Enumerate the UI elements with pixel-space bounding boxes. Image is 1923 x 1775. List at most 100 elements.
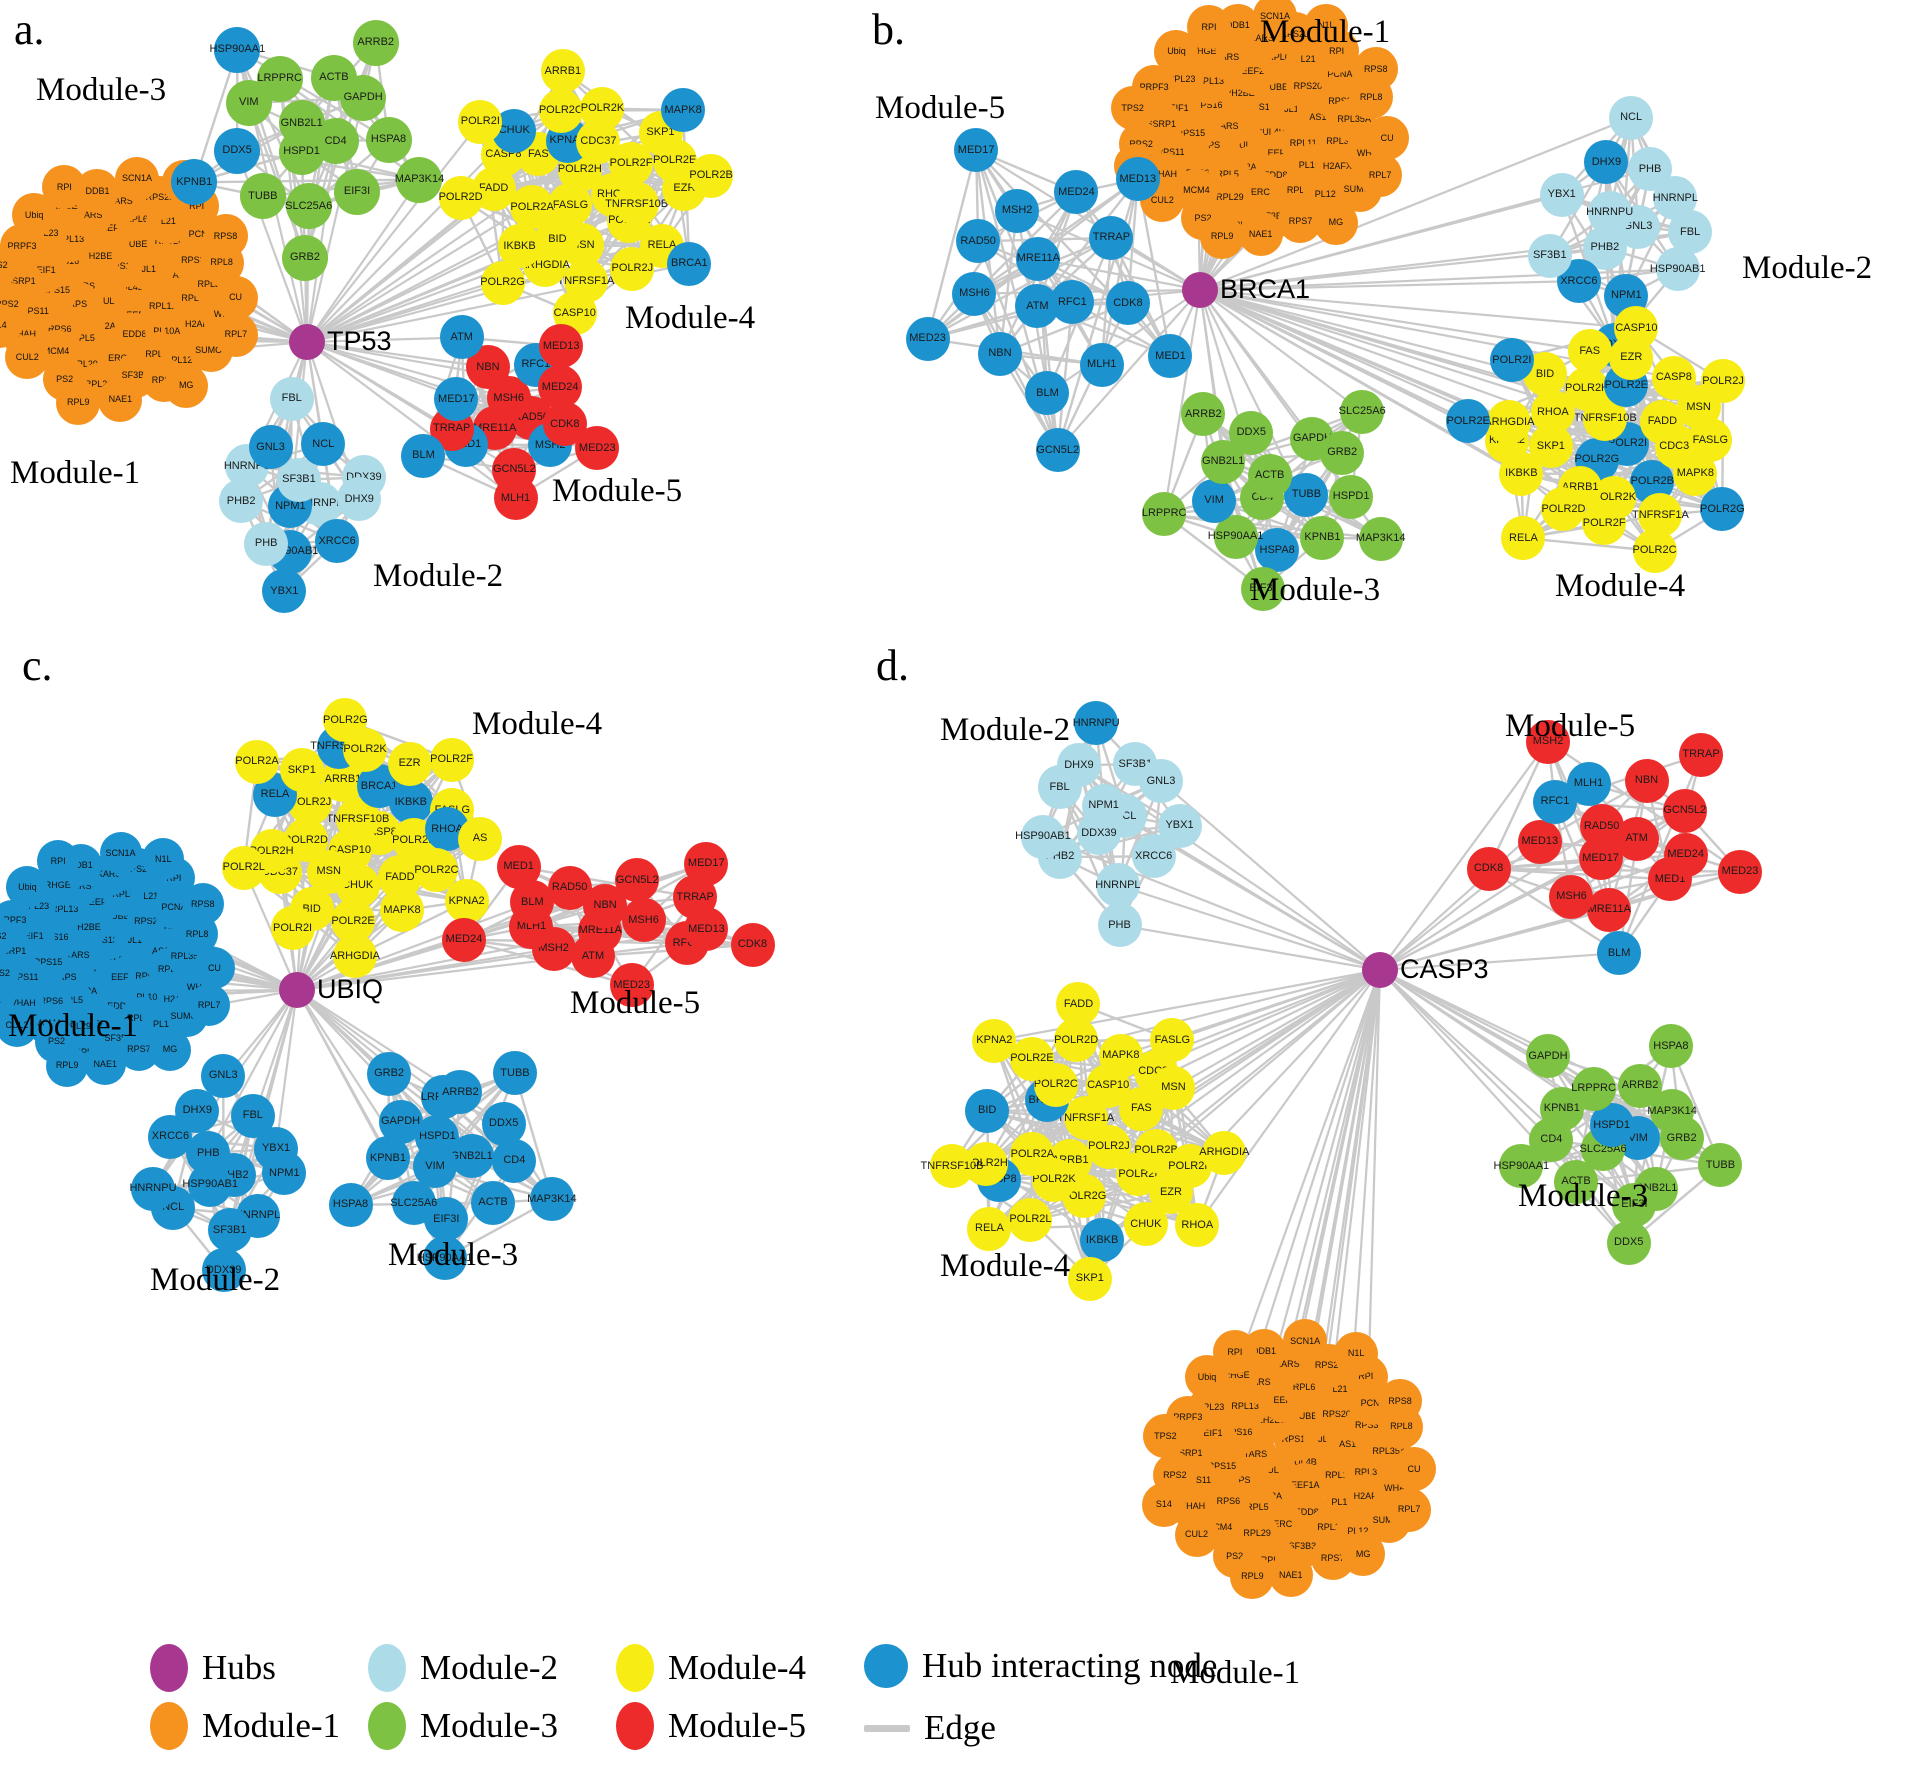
node-eif3i[interactable]: EIF3I	[334, 168, 381, 215]
hub-node-brca1[interactable]	[1182, 272, 1218, 308]
node-polr2i[interactable]: POLR2I	[458, 99, 503, 144]
node-trrap[interactable]: TRRAP	[1679, 732, 1724, 777]
node-hsp90ab1[interactable]: HSP90AB1	[1650, 247, 1705, 292]
node-mre11a[interactable]: MRE11A	[1016, 236, 1061, 281]
node-ezr[interactable]: EZR	[387, 741, 432, 786]
node-ncl[interactable]: NCL	[1609, 95, 1654, 140]
node-gnl3[interactable]: GNL3	[248, 425, 293, 470]
node-ddx5[interactable]: DDX5	[214, 127, 261, 174]
node-msh6[interactable]: MSH6	[952, 271, 997, 316]
node-tnfrsf10b[interactable]: TNFRSF10B	[605, 182, 668, 227]
node-rps8[interactable]: RPS8	[203, 214, 248, 259]
node-s14[interactable]: S14	[1141, 1482, 1186, 1527]
node-polr2c[interactable]: POLR2C	[1633, 528, 1677, 573]
node-med13[interactable]: MED13	[1115, 157, 1160, 202]
node-phb[interactable]: PHB	[244, 521, 289, 566]
node-scn1a[interactable]: SCN1A	[115, 156, 160, 201]
node-polr2i[interactable]: POLR2I	[1489, 338, 1534, 383]
node-hspa8[interactable]: HSPA8	[328, 1182, 373, 1227]
node-med17[interactable]: MED17	[684, 841, 729, 886]
node-polr2c[interactable]: POLR2C	[539, 88, 583, 133]
node-rpi[interactable]: RPI	[1212, 1330, 1257, 1375]
node-ikbkb[interactable]: IKBKB	[1080, 1218, 1125, 1263]
node-as[interactable]: AS	[458, 816, 503, 861]
node-med1[interactable]: MED1	[496, 844, 541, 889]
node-hnrnpl[interactable]: HNRNPL	[1095, 863, 1141, 908]
node-msh6[interactable]: MSH6	[621, 898, 666, 943]
node-sf3b1[interactable]: SF3B1	[207, 1208, 252, 1253]
node-actb[interactable]: ACTB	[471, 1180, 516, 1225]
node-rps8[interactable]: RPS8	[1353, 47, 1398, 92]
node-slc25a6[interactable]: SLC25A6	[390, 1181, 437, 1226]
node-rpi[interactable]: RPI	[1187, 5, 1231, 50]
node-grb2[interactable]: GRB2	[281, 234, 328, 281]
node-polr2j[interactable]: POLR2J	[610, 246, 655, 291]
node-ddx5[interactable]: DDX5	[1229, 410, 1274, 455]
node-polr2l[interactable]: POLR2L	[221, 845, 266, 890]
node-mre11a[interactable]: MRE11A	[1587, 887, 1632, 932]
node-cdk8[interactable]: CDK8	[730, 922, 775, 967]
node-tubb[interactable]: TUBB	[492, 1051, 537, 1096]
node-mg[interactable]: MG	[1313, 200, 1358, 245]
node-cd4[interactable]: CD4	[492, 1138, 537, 1183]
node-dhx9[interactable]: DHX9	[175, 1088, 220, 1133]
node-cdk8[interactable]: CDK8	[1466, 846, 1511, 891]
node-brca1[interactable]: BRCA1	[667, 241, 712, 286]
node-hnrnpu[interactable]: HNRNPU	[129, 1166, 177, 1211]
node-arrb2[interactable]: ARRB2	[352, 19, 399, 66]
node-polr2b[interactable]: POLR2B	[689, 153, 734, 198]
node-gnb2l1[interactable]: GNB2L1	[278, 100, 325, 147]
node-slc25a6[interactable]: SLC25A6	[285, 183, 332, 230]
node-lrpprc[interactable]: LRPPRC	[1142, 491, 1186, 536]
node-rps8[interactable]: RPS8	[1377, 1379, 1422, 1423]
node-rad50[interactable]: RAD50	[1579, 804, 1624, 849]
node-rpl7[interactable]: RPL7	[188, 984, 231, 1027]
node-rpl9[interactable]: RPL9	[56, 380, 101, 425]
node-nae1[interactable]: NAE1	[1238, 212, 1283, 257]
node-n1l[interactable]: N1L	[1334, 1331, 1379, 1376]
node-rpl7[interactable]: RPL7	[213, 312, 258, 357]
node-xrcc6[interactable]: XRCC6	[315, 519, 360, 564]
node-rpl9[interactable]: RPL9	[1200, 214, 1245, 259]
node-rps8[interactable]: RPS8	[181, 883, 224, 926]
node-grb2[interactable]: GRB2	[367, 1051, 412, 1096]
node-mlh1[interactable]: MLH1	[1079, 342, 1124, 387]
node-polr2a[interactable]: POLR2A	[510, 185, 555, 230]
node-phb[interactable]: PHB	[1097, 903, 1142, 948]
node-polr2k[interactable]: POLR2K	[580, 86, 625, 131]
node-msh2[interactable]: MSH2	[995, 188, 1040, 233]
node-nbn[interactable]: NBN	[977, 331, 1022, 376]
node-fbl[interactable]: FBL	[1668, 210, 1713, 255]
node-rad50[interactable]: RAD50	[547, 865, 592, 910]
node-rpl7[interactable]: RPL7	[1358, 153, 1403, 198]
node-polr2h[interactable]: POLR2H	[1565, 366, 1609, 411]
node-dhx9[interactable]: DHX9	[1056, 743, 1101, 788]
node-polr2i[interactable]: POLR2I	[270, 906, 315, 951]
node-nae1[interactable]: NAE1	[1268, 1553, 1313, 1598]
node-ybx1[interactable]: YBX1	[1157, 803, 1202, 848]
node-mapk8[interactable]: MAPK8	[661, 88, 706, 133]
node-gcn5l2[interactable]: GCN5L2	[1035, 428, 1080, 473]
node-polr2j[interactable]: POLR2J	[1701, 359, 1746, 404]
node-hspd1[interactable]: HSPD1	[1329, 474, 1374, 519]
node-rpl9[interactable]: RPL9	[1230, 1554, 1275, 1599]
node-mg[interactable]: MG	[164, 363, 209, 408]
node-hsp90ab1[interactable]: HSP90AB1	[1015, 814, 1071, 859]
node-skp1[interactable]: SKP1	[279, 748, 324, 793]
node-gapdh[interactable]: GAPDH	[378, 1099, 423, 1144]
hub-node-tp53[interactable]	[289, 324, 325, 360]
node-gapdh[interactable]: GAPDH	[1525, 1034, 1570, 1079]
node-ybx1[interactable]: YBX1	[1539, 172, 1584, 217]
node-fbl[interactable]: FBL	[269, 376, 314, 421]
node-polr2e[interactable]: POLR2E	[1009, 1036, 1054, 1081]
node-npm1[interactable]: NPM1	[262, 1151, 307, 1196]
node-lrpprc[interactable]: LRPPRC	[256, 55, 303, 102]
node-med24[interactable]: MED24	[1663, 832, 1708, 877]
node-vim[interactable]: VIM	[1192, 478, 1237, 523]
node-gnl3[interactable]: GNL3	[201, 1053, 246, 1098]
node-npm1[interactable]: NPM1	[1081, 783, 1126, 828]
node-msh6[interactable]: MSH6	[1549, 874, 1594, 919]
node-hsp90aa1[interactable]: HSP90AA1	[210, 26, 265, 73]
node-cdk8[interactable]: CDK8	[1105, 281, 1150, 326]
node-rpl9[interactable]: RPL9	[46, 1044, 89, 1087]
